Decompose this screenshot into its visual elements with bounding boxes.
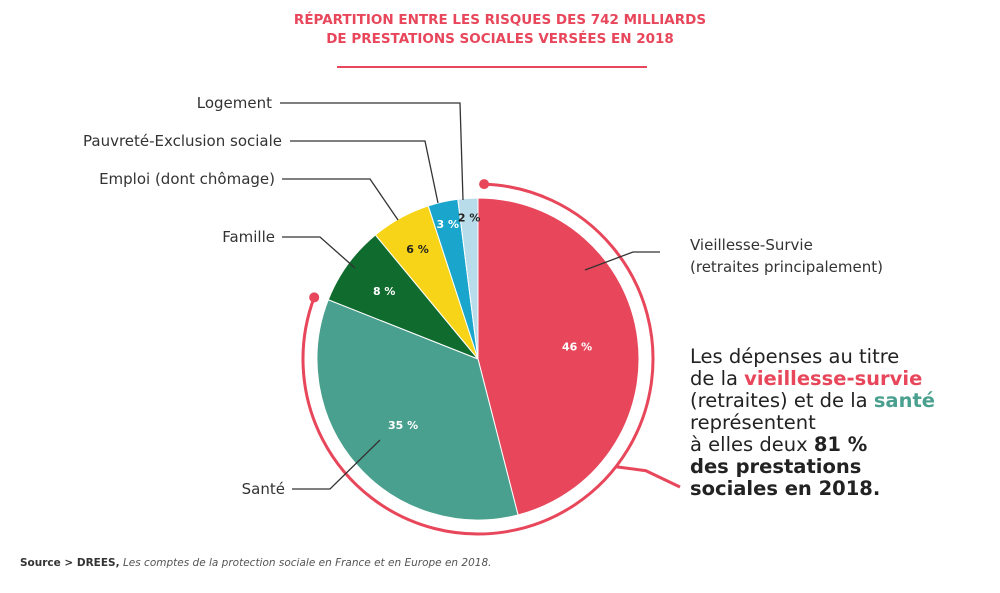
ring-end-dot xyxy=(309,292,320,303)
title-line-1: RÉPARTITION ENTRE LES RISQUES DES 742 MI… xyxy=(293,12,707,28)
annotation-text: de la xyxy=(690,367,745,390)
annotation-line: de la vieillesse-survie xyxy=(690,368,935,390)
leader-line xyxy=(584,251,660,271)
ring-end-dot xyxy=(479,179,490,190)
annotation-line: sociales en 2018. xyxy=(690,477,881,500)
leader-line xyxy=(280,102,464,201)
data-label: 35 % xyxy=(388,419,418,432)
source-note: Source > DREES, Les comptes de la protec… xyxy=(20,557,491,569)
annotation-connector xyxy=(615,465,681,489)
category-label: Logement xyxy=(197,94,272,112)
title-underline xyxy=(337,66,647,68)
pie-slice xyxy=(457,197,479,360)
pie-slice xyxy=(316,299,519,521)
data-label: 3 % xyxy=(437,218,460,231)
annotation-line: (retraites) et de la santé xyxy=(690,390,935,412)
source-text: Les comptes de la protection sociale en … xyxy=(122,557,492,569)
annotation: Les dépenses au titre de la vieillesse-s… xyxy=(690,346,935,500)
annotation-line: Les dépenses au titre xyxy=(690,345,900,368)
highlight-ring xyxy=(301,182,655,536)
category-label: Emploi (dont chômage) xyxy=(99,170,275,188)
annotation-line: des prestations xyxy=(690,455,862,478)
data-label: 46 % xyxy=(562,340,592,353)
annotation-line: représentent xyxy=(690,411,816,434)
annotation-line: à elles deux 81 % xyxy=(690,434,935,456)
annotation-text: (retraites) et de la xyxy=(690,389,874,412)
leader-line xyxy=(292,439,381,490)
category-label: Santé xyxy=(242,480,285,498)
data-label: 2 % xyxy=(458,212,481,225)
leader-line xyxy=(282,236,356,269)
annotation-highlight: vieillesse-survie xyxy=(744,367,923,390)
data-label: 8 % xyxy=(373,285,396,298)
chart-title: RÉPARTITION ENTRE LES RISQUES DES 742 MI… xyxy=(0,11,1000,49)
source-label: Source > DREES, xyxy=(20,557,120,569)
category-label: Famille xyxy=(222,228,275,246)
annotation-highlight: 81 % xyxy=(813,433,868,456)
category-label-line2: (retraites principalement) xyxy=(690,258,883,276)
pie-slice xyxy=(477,197,640,516)
annotation-highlight: santé xyxy=(873,389,936,412)
annotation-text: à elles deux xyxy=(690,433,814,456)
leader-line xyxy=(282,178,399,221)
category-label: Pauvreté-Exclusion sociale xyxy=(83,132,282,150)
category-label: Vieillesse-Survie xyxy=(690,236,813,254)
data-label: 6 % xyxy=(406,243,429,256)
title-line-2: DE PRESTATIONS SOCIALES VERSÉES EN 2018 xyxy=(326,31,674,47)
leader-line xyxy=(290,140,439,204)
